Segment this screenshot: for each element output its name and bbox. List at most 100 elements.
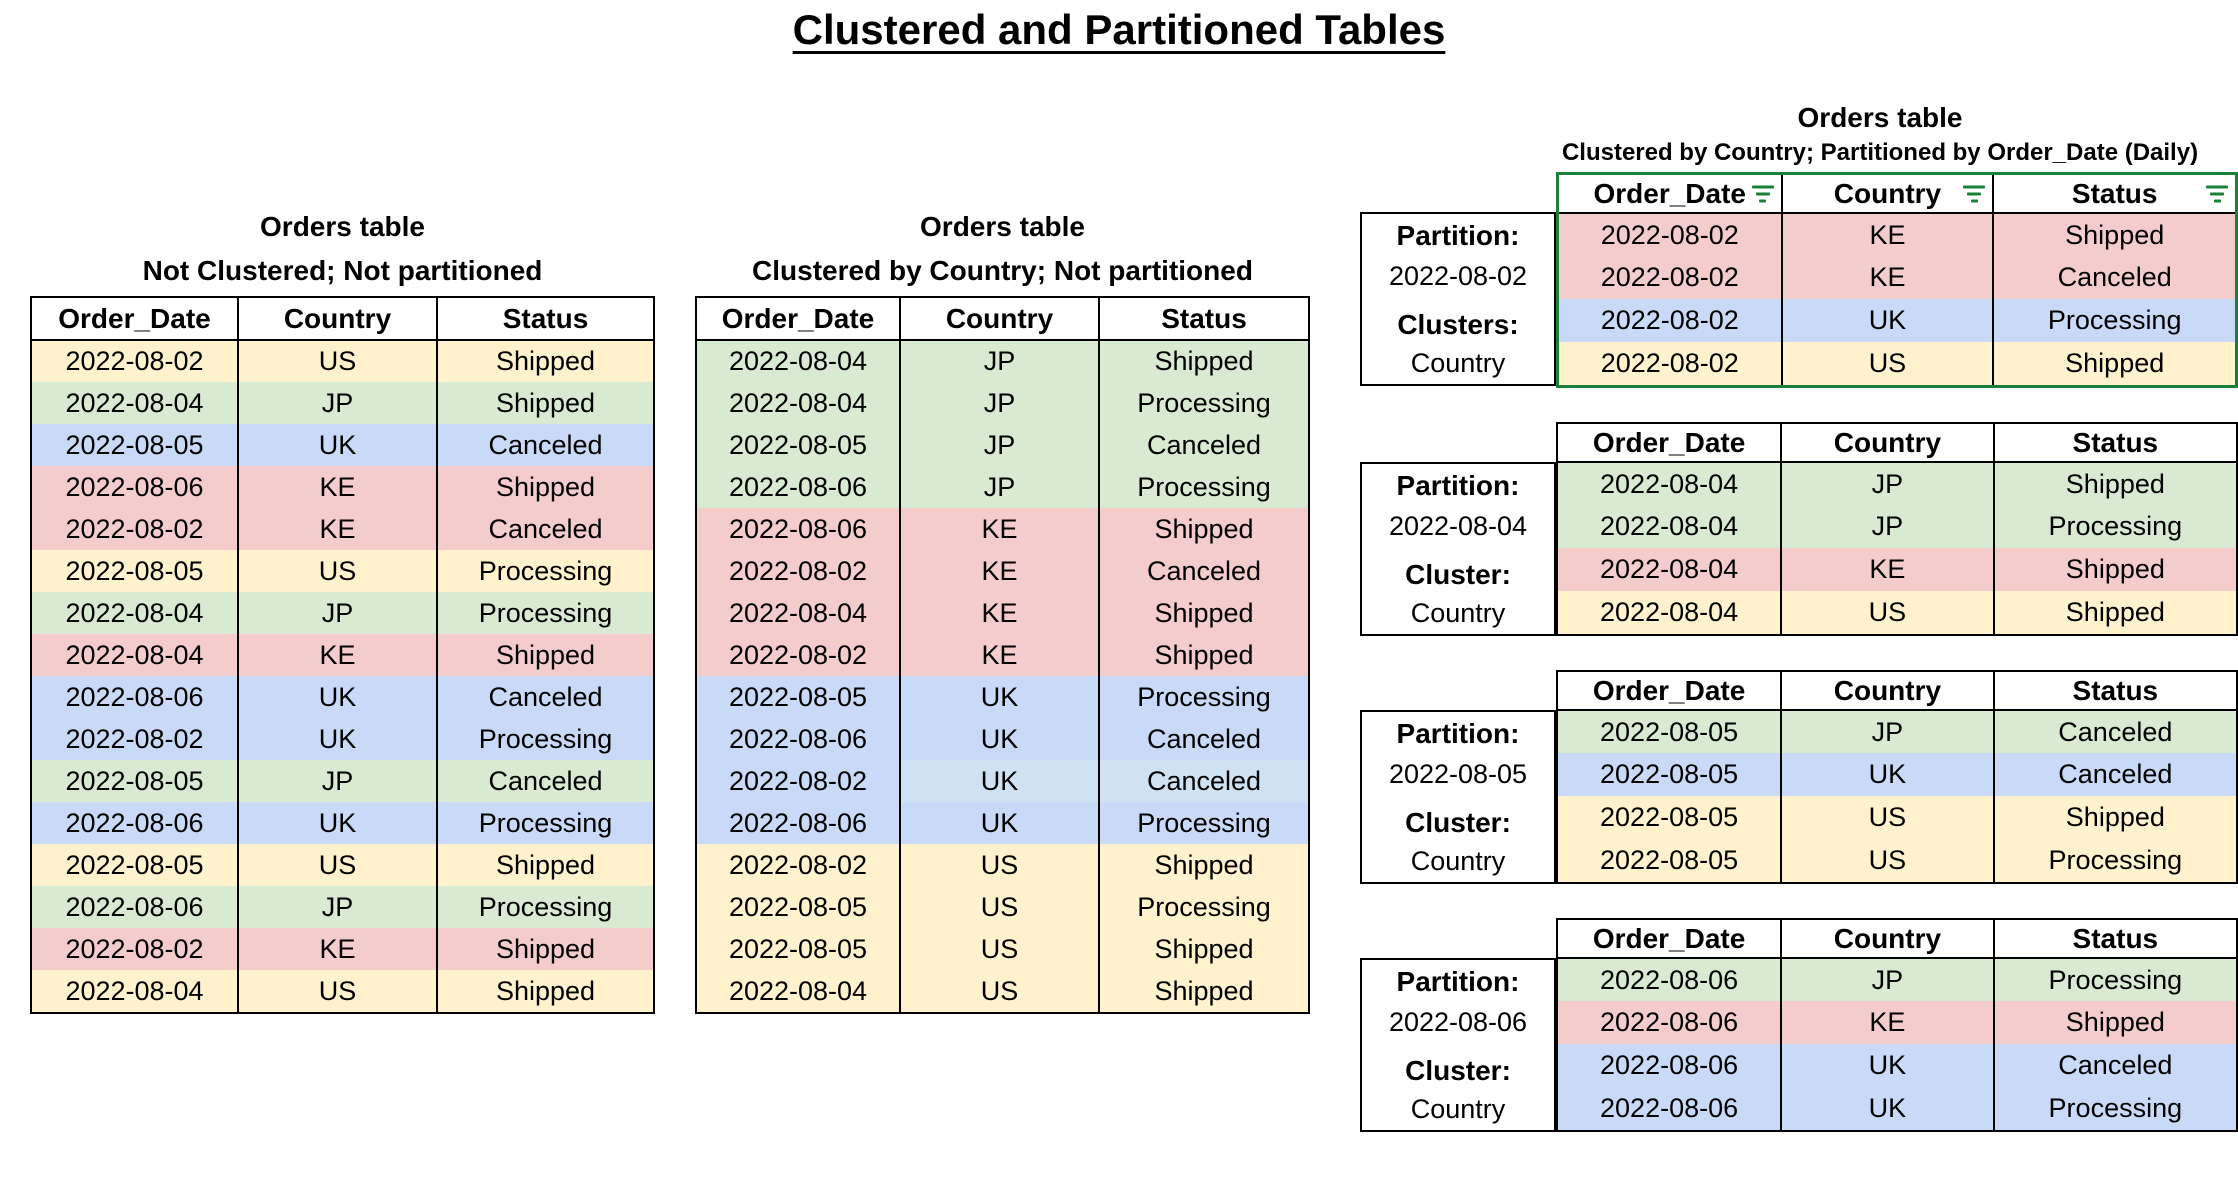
table-row: 2022-08-04 US Shipped — [697, 970, 1308, 1012]
table-cell: Shipped — [1099, 508, 1308, 550]
table-title: Orders table — [260, 211, 425, 242]
section-clustered: Orders table Clustered by Country; Not p… — [695, 205, 1310, 1014]
table-row: 2022-08-06 UK Processing — [32, 802, 653, 844]
table-cell: 2022-08-02 — [697, 844, 901, 886]
table-cell: 2022-08-05 — [32, 760, 239, 802]
table-cell: Processing — [1993, 505, 2236, 548]
table-cell: 2022-08-05 — [32, 550, 239, 592]
table-row: 2022-08-04 KE Shipped — [1558, 548, 2236, 591]
column-header-country: Country — [238, 298, 438, 341]
table-row: 2022-08-04 US Shipped — [32, 970, 653, 1012]
table-cell: Shipped — [1099, 928, 1308, 970]
table-cell: Shipped — [437, 340, 653, 382]
table-row: 2022-08-05 US Shipped — [32, 844, 653, 886]
partition-label: Partition: — [1396, 718, 1520, 749]
table-cell: Shipped — [1099, 592, 1308, 634]
cluster-label: Clusters: — [1397, 309, 1519, 340]
column-header-status: Status — [1993, 920, 2236, 959]
table-row: 2022-08-02 US Shipped — [32, 340, 653, 382]
table-cell: Shipped — [1993, 342, 2235, 385]
table-row: 2022-08-06 UK Canceled — [1558, 1044, 2236, 1087]
table-cell: US — [900, 844, 1100, 886]
table-cell: Processing — [1099, 676, 1308, 718]
table-row: 2022-08-02 US Shipped — [697, 844, 1308, 886]
table-cell: 2022-08-04 — [32, 970, 239, 1012]
column-header-label: Status — [2071, 177, 2158, 209]
table-cell: 2022-08-06 — [32, 802, 239, 844]
table-cell: US — [238, 340, 438, 382]
table-cell: US — [238, 970, 438, 1012]
table-cell: 2022-08-05 — [1558, 753, 1783, 796]
column-header-label: Order_Date — [1593, 177, 1746, 209]
table-cell: Shipped — [1993, 591, 2236, 634]
table-cell: 2022-08-02 — [32, 718, 239, 760]
table-cell: 2022-08-05 — [697, 928, 901, 970]
table-cell: Shipped — [437, 928, 653, 970]
table-row: 2022-08-05 JP Canceled — [697, 424, 1308, 466]
table-title: Orders table — [920, 211, 1085, 242]
table-subtitle: Clustered by Country; Partitioned by Ord… — [1561, 139, 2199, 166]
partition-block-2022-08-06: Partition: 2022-08-06 Cluster: Country O… — [1360, 918, 2238, 1132]
cluster-label: Cluster: — [1405, 559, 1511, 590]
table-cell: 2022-08-02 — [1559, 342, 1783, 385]
table-cell: Shipped — [1099, 844, 1308, 886]
table-cell: Shipped — [437, 466, 653, 508]
table-cell: US — [1781, 591, 1995, 634]
partition-label-box: Partition: 2022-08-05 Cluster: Country — [1360, 710, 1556, 884]
table-cell: UK — [900, 718, 1100, 760]
table-cell: US — [238, 550, 438, 592]
table-row: 2022-08-06 KE Shipped — [32, 466, 653, 508]
column-header-status: Status — [437, 298, 653, 341]
table-cell: JP — [1781, 958, 1995, 1001]
table-cell: Canceled — [1993, 256, 2235, 299]
partition-value: 2022-08-06 — [1388, 1007, 1528, 1037]
table-cell: Shipped — [1099, 340, 1308, 382]
filter-icon[interactable] — [1751, 185, 1774, 202]
table-row: 2022-08-06 KE Shipped — [697, 508, 1308, 550]
partition-table: Order_Date Country Status 2022-08-06 JP Pr… — [1556, 918, 2238, 1132]
table-row: 2022-08-02 KE Canceled — [1559, 256, 2235, 299]
table-cell: UK — [238, 718, 438, 760]
table-cell: 2022-08-04 — [697, 382, 901, 424]
table-cell: Shipped — [1099, 634, 1308, 676]
filter-icon[interactable] — [1963, 185, 1986, 202]
table-cell: UK — [900, 760, 1100, 802]
table-row: 2022-08-06 JP Processing — [1558, 958, 2236, 1001]
table-cell: Processing — [437, 592, 653, 634]
table-cell: Processing — [1993, 299, 2235, 342]
table-cell: 2022-08-06 — [697, 466, 901, 508]
table-cell: 2022-08-04 — [1558, 505, 1783, 548]
table-cell: 2022-08-02 — [32, 928, 239, 970]
page-title: Clustered and Partitioned Tables — [792, 6, 1446, 53]
table-cell: KE — [1781, 1001, 1995, 1044]
table-cell: 2022-08-05 — [1558, 710, 1783, 753]
table-cell: 2022-08-02 — [32, 508, 239, 550]
table-cell: Shipped — [1993, 796, 2236, 839]
table-row: 2022-08-02 UK Processing — [32, 718, 653, 760]
table-row: 2022-08-04 JP Shipped — [697, 340, 1308, 382]
table-subtitle: Not Clustered; Not partitioned — [142, 255, 543, 286]
table-row: 2022-08-02 US Shipped — [1559, 342, 2235, 385]
column-header-country: Country — [1781, 175, 1995, 214]
table-cell: KE — [238, 634, 438, 676]
partition-label-box: Partition: 2022-08-02 Clusters: Country — [1360, 212, 1556, 386]
table-cell: Shipped — [437, 970, 653, 1012]
table-row: 2022-08-05 JP Canceled — [1558, 710, 2236, 753]
cluster-value: Country — [1410, 846, 1506, 876]
table-cell: 2022-08-05 — [1558, 839, 1783, 882]
table-row: 2022-08-05 US Processing — [697, 886, 1308, 928]
table-cell: UK — [238, 676, 438, 718]
table-cell: US — [900, 970, 1100, 1012]
filter-icon[interactable] — [2206, 185, 2228, 202]
partition-label: Partition: — [1396, 966, 1520, 997]
table-cell: UK — [1781, 1087, 1995, 1130]
table-cell: Shipped — [1993, 213, 2235, 256]
table-cell: JP — [1781, 462, 1995, 505]
table-row: 2022-08-02 KE Shipped — [32, 928, 653, 970]
column-header-country: Country — [900, 298, 1100, 341]
header-row: Order_Date Country Status — [32, 298, 653, 341]
table-cell: 2022-08-06 — [697, 802, 901, 844]
table-row: 2022-08-06 UK Canceled — [697, 718, 1308, 760]
column-header-order-date: Order_Date — [32, 298, 239, 341]
header-row: Order_Date Country Status — [1558, 424, 2236, 463]
